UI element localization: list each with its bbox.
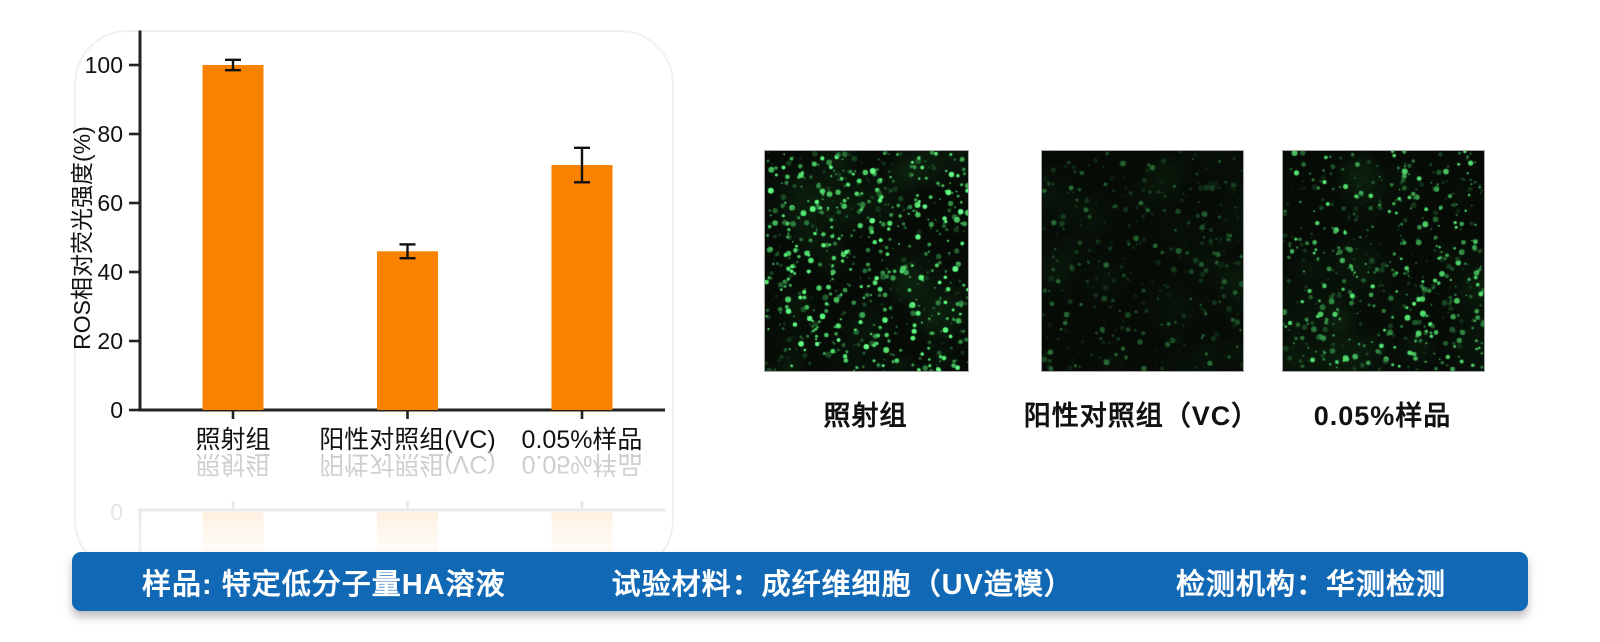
micrograph-sample: 0.05%样品 xyxy=(1282,150,1485,431)
svg-text:20: 20 xyxy=(97,328,123,354)
svg-text:ROS相对荧光强度(%): ROS相对荧光强度(%) xyxy=(70,126,95,350)
footer-item-material: 试验材料：成纤维细胞（UV造模） xyxy=(611,568,1074,601)
svg-text:40: 40 xyxy=(97,259,123,285)
footer-item-agency: 检测机构：华测检测 xyxy=(1175,568,1446,601)
fluorescence-image-sample xyxy=(1282,150,1485,372)
svg-text:0: 0 xyxy=(110,499,123,525)
chart-reflection-svg: 照射组 阳性对照组(VC) 0.05%样品 0 xyxy=(110,450,665,558)
svg-text:0: 0 xyxy=(110,397,123,423)
svg-text:照射组: 照射组 xyxy=(195,426,270,454)
chart-reflection: 照射组 阳性对照组(VC) 0.05%样品 0 xyxy=(70,450,670,558)
micrograph-irradiated: 照射组 xyxy=(764,150,969,431)
svg-text:100: 100 xyxy=(85,52,123,78)
info-footer-bar: 样品: 特定低分子量HA溶液 试验材料：成纤维细胞（UV造模） 检测机构：华测检… xyxy=(72,552,1528,611)
ros-bar-chart: 0 20 40 60 80 100 ROS相对荧光强度(%) 照射组 阳性对照组(VC) 0.05… xyxy=(70,30,665,454)
fluorescence-image-positive-control xyxy=(1041,150,1244,372)
micrograph-label: 0.05%样品 xyxy=(1313,401,1452,431)
micrograph-positive-control: 阳性对照组（VC） xyxy=(1024,150,1258,431)
micrograph-label: 照射组 xyxy=(823,401,908,431)
svg-text:照射组: 照射组 xyxy=(195,450,270,478)
svg-text:60: 60 xyxy=(97,190,123,216)
svg-text:阳性对照组(VC): 阳性对照组(VC) xyxy=(319,450,495,478)
micrograph-label: 阳性对照组（VC） xyxy=(1023,401,1260,431)
svg-text:0.05%样品: 0.05%样品 xyxy=(522,426,643,454)
svg-text:0.05%样品: 0.05%样品 xyxy=(522,450,643,478)
svg-text:80: 80 xyxy=(97,121,123,147)
fluorescence-image-irradiated xyxy=(764,150,969,372)
svg-text:阳性对照组(VC): 阳性对照组(VC) xyxy=(319,426,495,454)
footer-item-sample: 样品: 特定低分子量HA溶液 xyxy=(142,568,506,601)
